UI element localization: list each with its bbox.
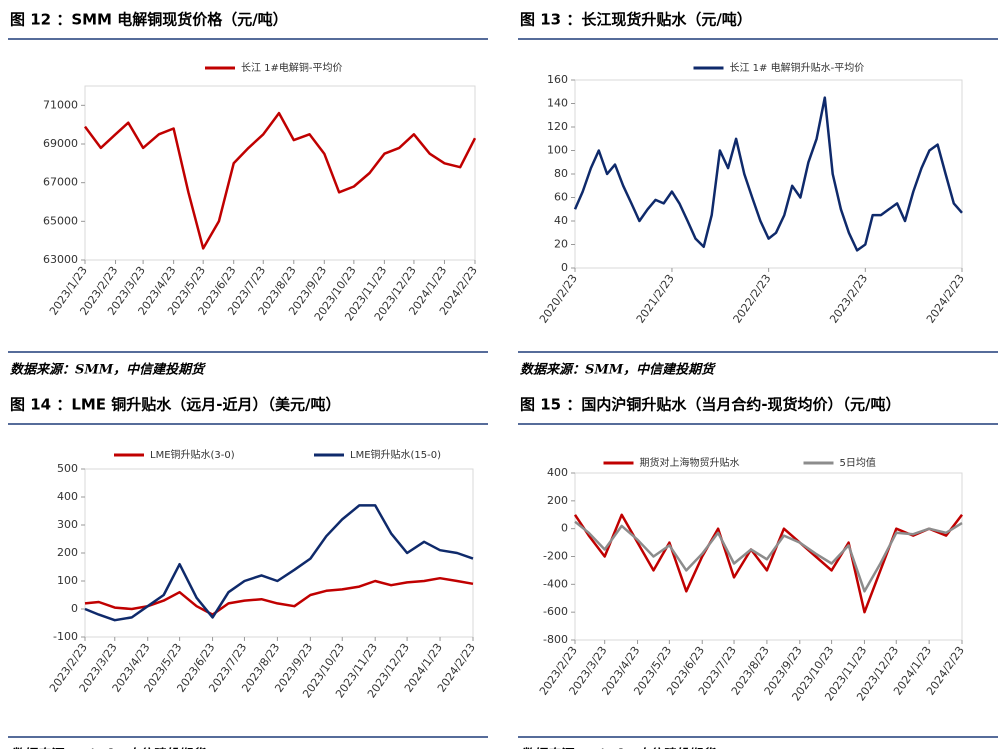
panel-title: 图 12 ：SMM 电解铜现货价格（元/吨）	[10, 11, 288, 29]
series-line	[573, 513, 963, 614]
y-tick-label: 140	[547, 97, 568, 110]
series-line	[574, 520, 963, 593]
y-tick-label: 20	[554, 238, 568, 251]
x-tick-label: 2021/2/23	[634, 272, 677, 326]
y-tick-label: -200	[543, 550, 568, 563]
panel-title: 图 14 ：LME 铜升贴水（远月-近月）（美元/吨）	[10, 396, 340, 414]
legend-label: 长江 1# 电解铜升贴水-平均价	[730, 61, 865, 74]
legend-label: 长江 1#电解铜-平均价	[241, 61, 343, 74]
legend-label: 期货对上海物贸升贴水	[640, 456, 740, 469]
y-tick-label: 200	[57, 546, 78, 559]
y-tick-label: 69000	[43, 137, 78, 150]
legend-label: 5日均值	[840, 456, 876, 469]
y-tick-label: -100	[53, 630, 78, 643]
y-tick-label: 0	[561, 522, 568, 535]
series-line	[84, 504, 474, 622]
legend-label: LME铜升贴水(15-0)	[350, 448, 441, 461]
panel-title: 图 15 ：国内沪铜升贴水（当月合约-现货均价）（元/吨）	[520, 396, 901, 414]
y-tick-label: -400	[543, 577, 568, 590]
series-line	[573, 96, 963, 252]
y-tick-label: -600	[543, 605, 568, 618]
y-tick-label: 120	[547, 120, 568, 133]
y-tick-label: 100	[547, 144, 568, 157]
plot-frame	[84, 85, 476, 261]
panel-title: 图 13 ：长江现货升贴水（元/吨）	[520, 11, 752, 29]
series-line	[83, 111, 477, 250]
legend-label: LME铜升贴水(3-0)	[150, 448, 235, 461]
y-tick-label: 40	[554, 214, 568, 227]
x-tick-label: 2020/2/23	[537, 272, 580, 326]
y-tick-label: 80	[554, 167, 568, 180]
y-tick-label: 67000	[43, 176, 78, 189]
panel: 图 12 ：SMM 电解铜现货价格（元/吨） 数据来源：SMM，中信建投期货 630…	[8, 11, 488, 378]
y-tick-label: 400	[57, 490, 78, 503]
y-tick-label: 500	[57, 462, 78, 475]
panel: 图 13 ：长江现货升贴水（元/吨） 数据来源：SMM，中信建投期货 0 20 40 60…	[518, 11, 998, 378]
plot-frame	[84, 468, 474, 638]
y-tick-label: 100	[57, 574, 78, 587]
y-tick-label: 0	[71, 602, 78, 615]
y-tick-label: 400	[547, 466, 568, 479]
y-tick-label: 200	[547, 494, 568, 507]
y-tick-label: 300	[57, 518, 78, 531]
y-tick-label: 0	[561, 261, 568, 274]
panel: 图 15 ：国内沪铜升贴水（当月合约-现货均价）（元/吨）数据来源：Wind，中…	[518, 396, 998, 753]
y-tick-label: 71000	[43, 98, 78, 111]
y-tick-label: 65000	[43, 214, 78, 227]
y-tick-label: 60	[554, 191, 568, 204]
y-tick-label: 63000	[43, 253, 78, 266]
source-note: 数据来源：SMM，中信建投期货	[520, 362, 716, 378]
y-tick-label: 160	[547, 73, 568, 86]
x-tick-label: 2023/2/23	[827, 272, 870, 326]
panel: 图 14 ：LME 铜升贴水（远月-近月）（美元/吨）数据来源：Wind，中信建…	[8, 396, 488, 753]
y-tick-label: -800	[543, 633, 568, 646]
x-tick-label: 2024/2/23	[924, 272, 967, 326]
source-note: 数据来源：SMM，中信建投期货	[10, 362, 206, 378]
x-tick-label: 2022/2/23	[731, 272, 774, 326]
